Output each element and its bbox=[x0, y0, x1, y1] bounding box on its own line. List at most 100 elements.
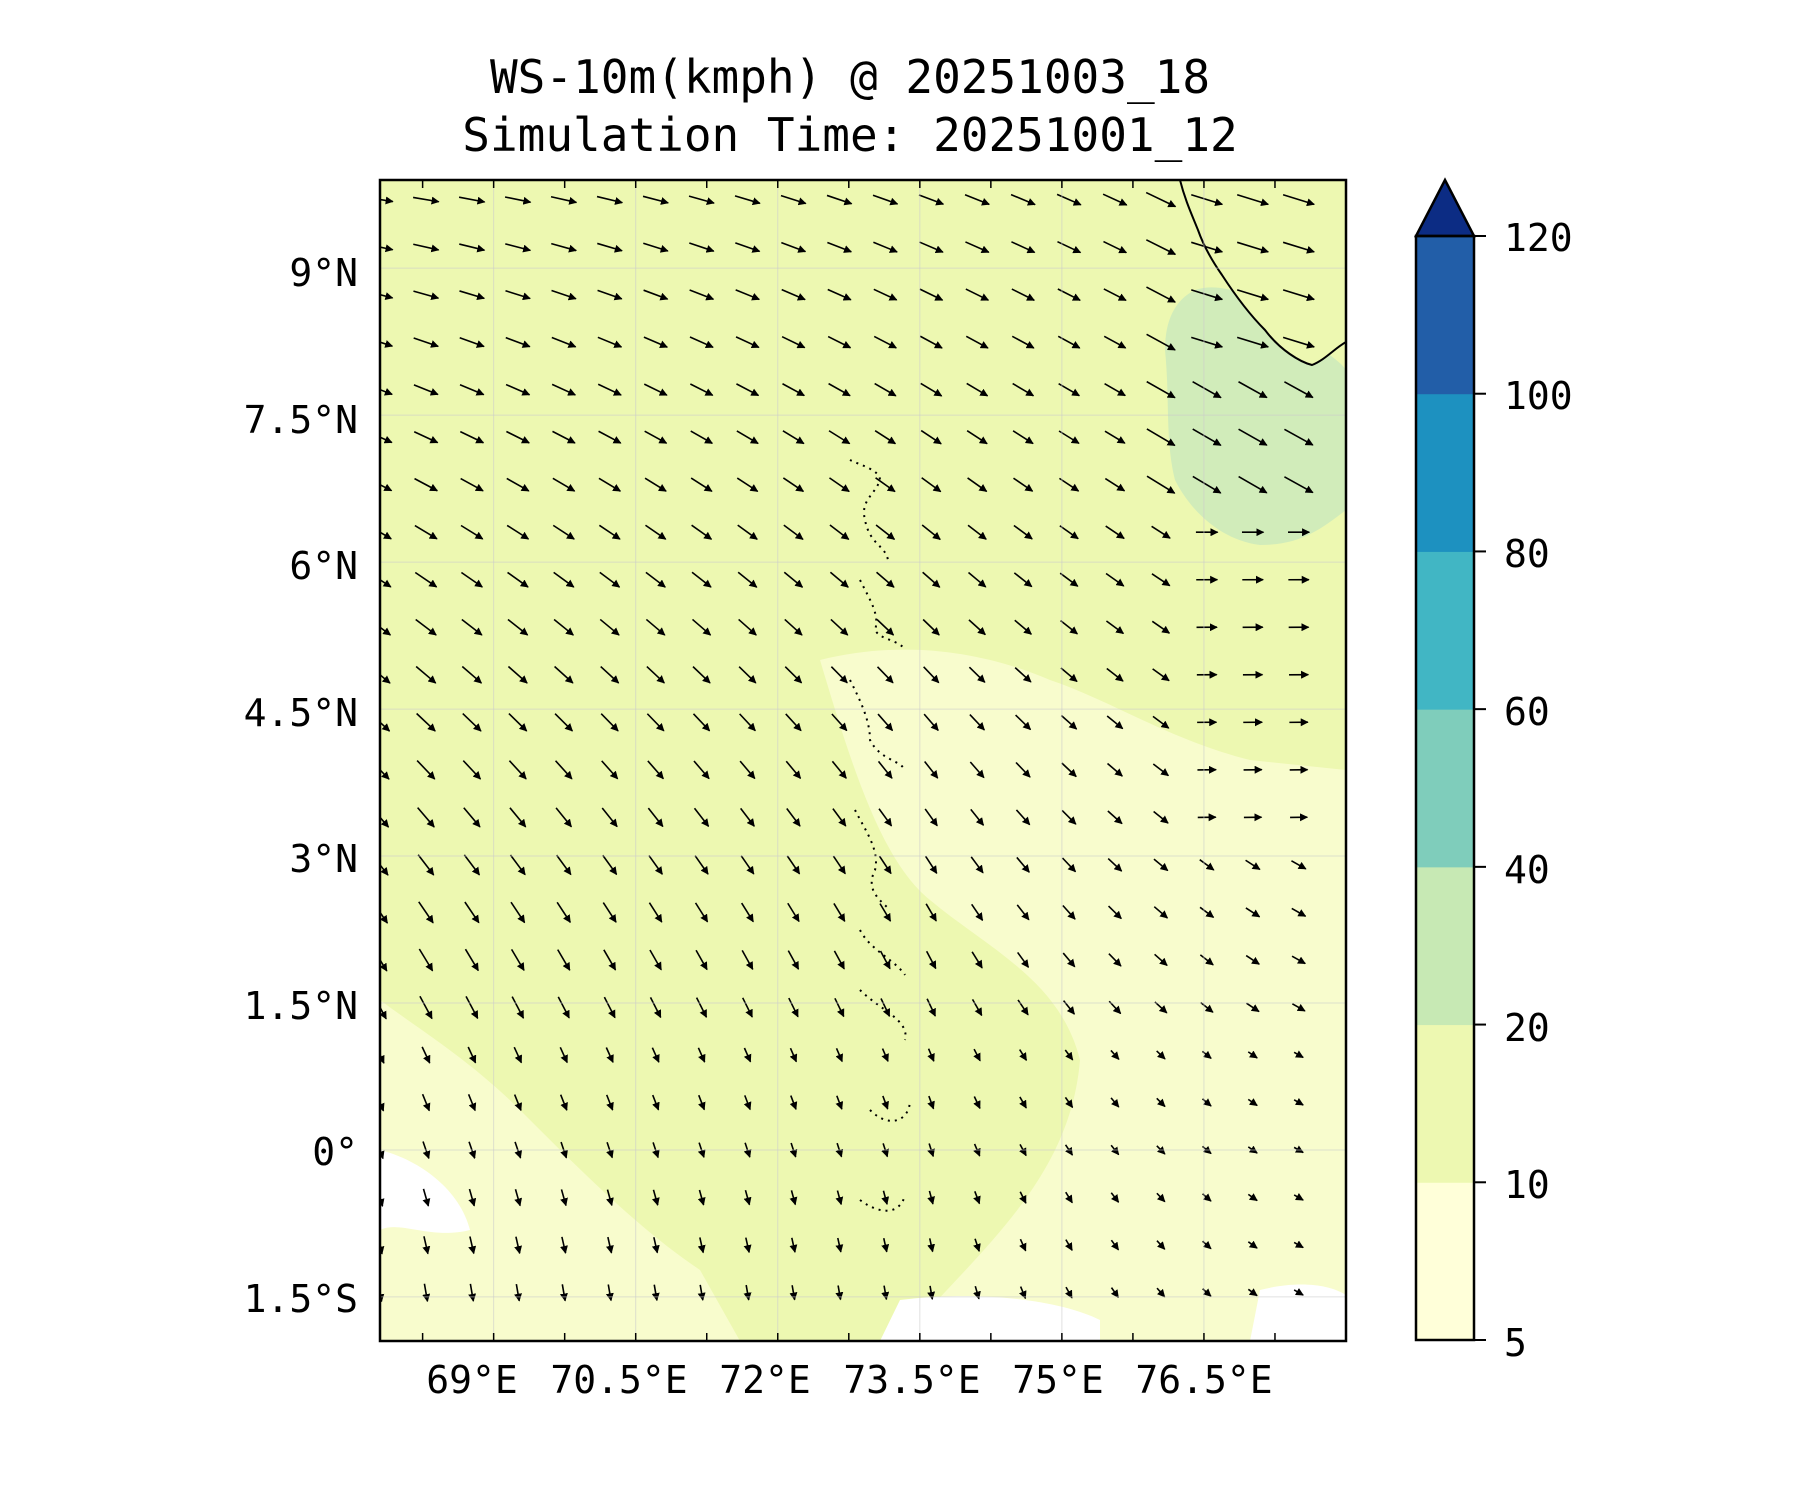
wind-vector bbox=[830, 666, 848, 684]
wind-vector bbox=[506, 430, 530, 444]
wind-vector bbox=[418, 901, 434, 924]
wind-vector bbox=[1107, 810, 1123, 825]
colorbar-band bbox=[1416, 551, 1474, 710]
low-speed-region-sw bbox=[380, 1000, 740, 1341]
wind-vector bbox=[1151, 573, 1171, 587]
wind-vector bbox=[646, 665, 665, 684]
wind-vector bbox=[415, 618, 437, 636]
wind-vector bbox=[462, 712, 482, 732]
lat-tick-label: 0° bbox=[312, 1130, 358, 1174]
wind-vector bbox=[459, 383, 485, 396]
wind-vector bbox=[831, 760, 847, 779]
wind-vector bbox=[1199, 954, 1214, 966]
lat-tick-label: 6°N bbox=[289, 544, 358, 588]
wind-vector bbox=[1293, 1097, 1304, 1106]
wind-vector bbox=[828, 430, 851, 445]
wind-vector bbox=[413, 384, 439, 396]
wind-vector bbox=[1291, 860, 1307, 870]
colorbar-extend-arrow bbox=[1413, 177, 1477, 238]
wind-vector bbox=[1061, 809, 1077, 825]
wind-vector bbox=[1236, 289, 1270, 302]
wind-vector bbox=[880, 998, 891, 1017]
wind-vector bbox=[509, 854, 526, 876]
wind-vector bbox=[648, 902, 663, 923]
wind-vector bbox=[507, 665, 528, 684]
wind-vector bbox=[463, 807, 481, 828]
wind-vector bbox=[877, 760, 893, 779]
wind-vector bbox=[1200, 1001, 1214, 1013]
wind-vector bbox=[1013, 572, 1033, 588]
wind-vector bbox=[380, 1100, 385, 1112]
wind-vector bbox=[741, 950, 754, 971]
wind-vector bbox=[1156, 1287, 1166, 1298]
wind-vector bbox=[788, 997, 799, 1018]
wind-vector bbox=[509, 807, 527, 828]
white-patch bbox=[1250, 1284, 1346, 1341]
wind-vector bbox=[789, 1237, 798, 1253]
wind-vector bbox=[832, 855, 846, 875]
colorbar-label: 20 bbox=[1504, 1006, 1550, 1050]
wind-vector bbox=[1012, 382, 1035, 397]
wind-vector bbox=[1014, 667, 1032, 683]
wind-vector bbox=[551, 383, 577, 396]
wind-vector bbox=[697, 1237, 706, 1254]
lon-tick-label: 70.5°E bbox=[550, 1358, 687, 1402]
wind-vector bbox=[651, 1094, 660, 1111]
wind-vector bbox=[691, 524, 713, 540]
wind-vector bbox=[829, 571, 849, 588]
wind-vector bbox=[833, 950, 845, 970]
colorbar-band bbox=[1416, 393, 1474, 552]
wind-vector bbox=[736, 430, 759, 445]
wind-vector bbox=[1284, 428, 1314, 446]
wind-vector bbox=[873, 241, 898, 253]
wind-vector bbox=[874, 382, 897, 397]
wind-vector bbox=[380, 483, 393, 492]
wind-vector bbox=[597, 383, 622, 396]
wind-vector bbox=[1153, 906, 1169, 919]
wind-vector bbox=[829, 477, 850, 493]
wind-vector bbox=[692, 666, 711, 684]
wind-vector bbox=[737, 524, 758, 540]
colorbar-label: 80 bbox=[1504, 532, 1550, 576]
colorbar-label: 60 bbox=[1504, 690, 1550, 734]
wind-vector bbox=[697, 1047, 706, 1063]
wind-vector bbox=[690, 477, 713, 492]
wind-vector bbox=[459, 290, 486, 301]
wind-vector bbox=[463, 854, 481, 876]
wind-vector bbox=[600, 713, 619, 732]
wind-vector bbox=[786, 855, 801, 875]
wind-vector bbox=[559, 1094, 568, 1111]
wind-vector bbox=[1146, 286, 1176, 303]
wind-vector bbox=[919, 241, 944, 253]
wind-vector bbox=[787, 950, 800, 970]
wind-vector bbox=[554, 713, 573, 732]
gridlines bbox=[380, 180, 1346, 1341]
wind-vector bbox=[834, 997, 845, 1018]
wind-vector bbox=[1247, 1098, 1258, 1107]
wind-vector bbox=[783, 524, 804, 540]
lon-tick-label: 69°E bbox=[426, 1358, 518, 1402]
wind-vector bbox=[1019, 1238, 1027, 1252]
wind-vector bbox=[927, 1095, 935, 1110]
wind-vector bbox=[648, 854, 663, 875]
wind-vector bbox=[599, 571, 621, 588]
wind-vector bbox=[508, 760, 527, 780]
wind-vector bbox=[1151, 620, 1171, 634]
wind-vector bbox=[1238, 428, 1268, 446]
wind-vector bbox=[380, 958, 388, 972]
wind-vector bbox=[1146, 475, 1176, 494]
wind-vector bbox=[1013, 524, 1033, 540]
wind-vector bbox=[1017, 999, 1029, 1016]
wind-vector bbox=[1059, 572, 1079, 587]
wind-vector bbox=[380, 340, 394, 348]
wind-vector bbox=[1015, 714, 1032, 731]
wind-vector bbox=[789, 1047, 798, 1063]
wind-vector bbox=[1110, 1097, 1120, 1108]
wind-vector bbox=[694, 855, 709, 875]
wind-vector bbox=[743, 1237, 752, 1254]
wind-vector bbox=[965, 335, 989, 349]
wind-vector bbox=[651, 1047, 660, 1063]
wind-vector bbox=[380, 863, 389, 876]
wind-vector bbox=[924, 808, 938, 827]
wind-vector bbox=[879, 903, 892, 922]
